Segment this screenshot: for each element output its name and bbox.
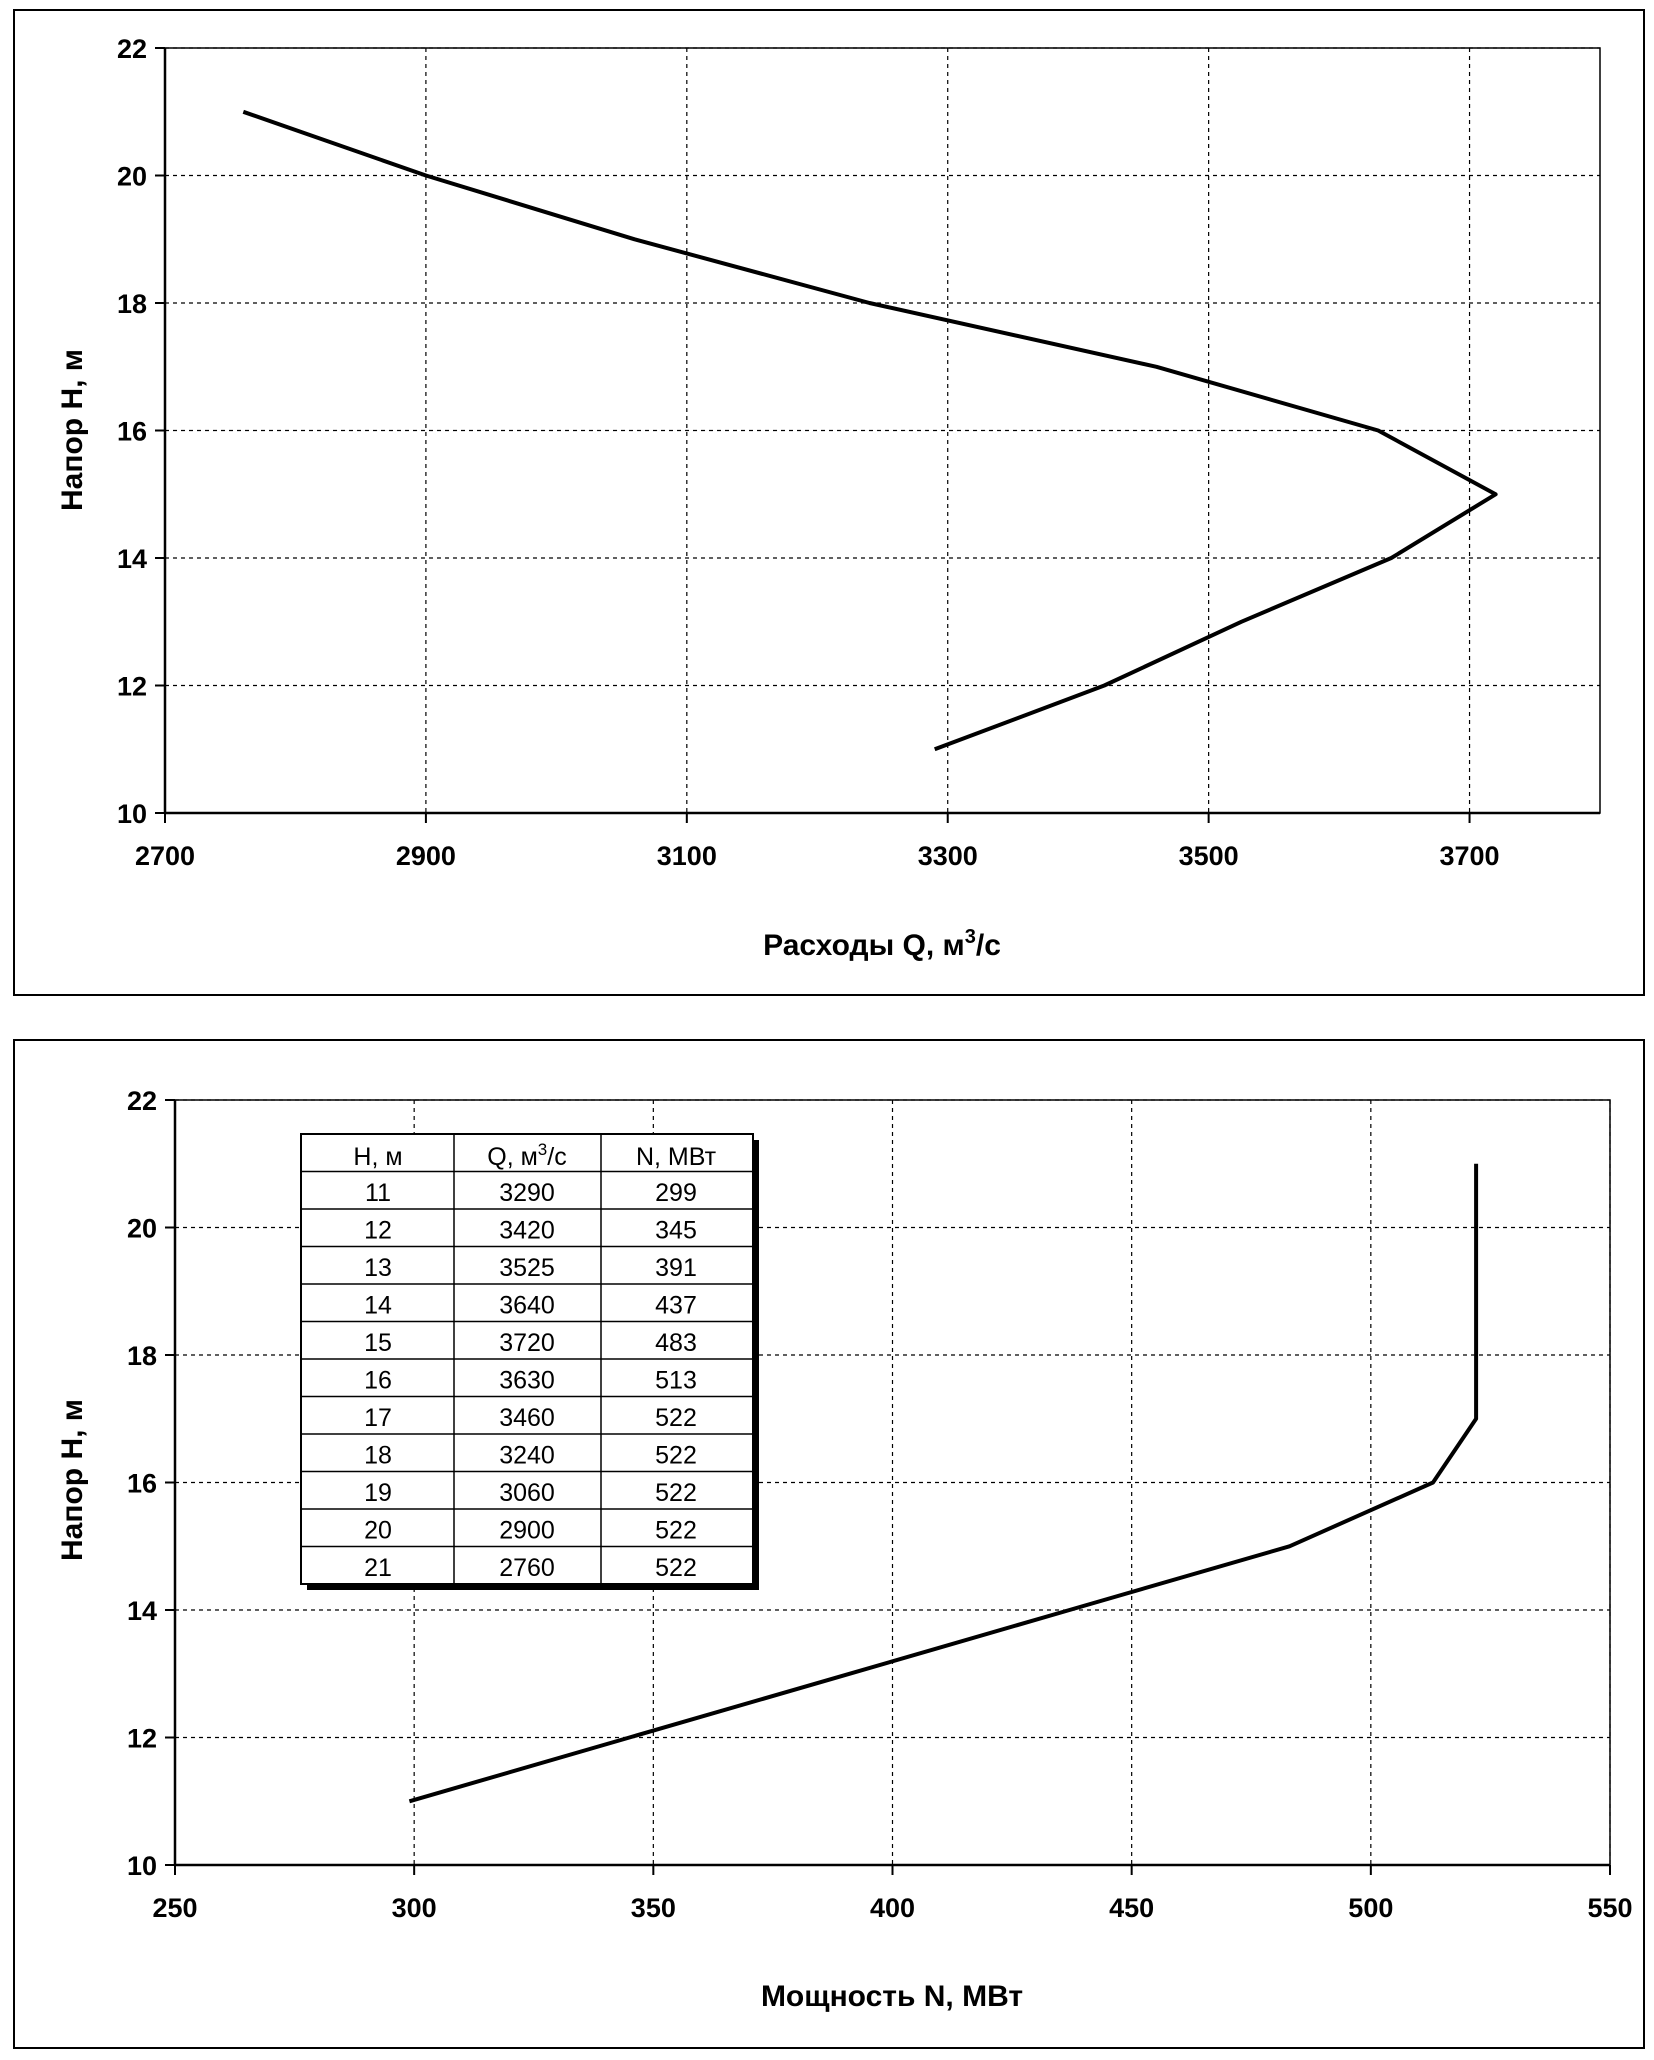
table-cell: 3420 (499, 1216, 555, 1244)
y-tick-label: 10 (117, 799, 147, 829)
table-cell: 513 (655, 1366, 697, 1394)
y-tick-label: 18 (117, 289, 147, 319)
x-axis-title: Расходы Q, м3/с (763, 926, 1001, 962)
y-tick-label: 12 (117, 672, 147, 702)
table-cell: 3060 (499, 1479, 555, 1507)
x-tick-label: 3300 (918, 841, 978, 871)
x-tick-label: 3100 (657, 841, 717, 871)
table-cell: 18 (364, 1441, 392, 1469)
x-tick-label: 3700 (1440, 841, 1500, 871)
y-tick-label: 10 (127, 1851, 157, 1881)
table-cell: 391 (655, 1254, 697, 1282)
y-axis-title: Напор H, м (56, 1399, 89, 1561)
axes (155, 47, 1600, 823)
table-header-n: N, МВт (636, 1143, 717, 1171)
table-cell: 483 (655, 1329, 697, 1357)
gridlines (165, 47, 1600, 813)
data-table: H, м Q, м3/с N, МВт 11 3290 299 12 3420 345 13… (300, 1133, 759, 1590)
table-cell: 3525 (499, 1254, 555, 1282)
x-tick-label: 3500 (1179, 841, 1239, 871)
table-rows: 11 3290 299 12 3420 345 13 3525 391 14 3640 437 15 37… (364, 1179, 697, 1582)
table-cell: 3720 (499, 1329, 555, 1357)
y-tick-label: 20 (117, 162, 147, 192)
axes (165, 1099, 1611, 1875)
table-cell: 3240 (499, 1441, 555, 1469)
y-tick-label: 16 (117, 417, 147, 447)
y-tick-labels: 10 12 14 16 18 20 22 (117, 34, 147, 829)
x-tick-label: 500 (1348, 1893, 1393, 1923)
series (408, 1163, 1479, 1804)
table-cell: 3290 (499, 1179, 555, 1207)
table-grid (301, 1134, 753, 1584)
table-header: H, м Q, м3/с N, МВт (353, 1140, 716, 1171)
y-tick-label: 22 (127, 1086, 157, 1116)
table-cell: 16 (364, 1366, 392, 1394)
table-cell: 3630 (499, 1366, 555, 1394)
x-tick-label: 350 (631, 1893, 676, 1923)
table-cell: 345 (655, 1216, 697, 1244)
table-cell: 12 (364, 1216, 392, 1244)
table-cell: 19 (364, 1479, 392, 1507)
x-axis-title: Мощность N, МВт (761, 1980, 1023, 2013)
table-cell: 522 (655, 1404, 697, 1432)
table-cell: 20 (364, 1516, 392, 1544)
table-cell: 14 (364, 1291, 392, 1319)
chart-flow-vs-head: 2700 2900 3100 3300 3500 3700 10121416182022 … (13, 9, 1645, 996)
table-cell: 522 (655, 1554, 697, 1582)
x-tick-labels: 2700 2900 3100 3300 3500 3700 (135, 841, 1500, 871)
y-tick-label: 14 (117, 544, 147, 574)
x-tick-label: 300 (392, 1893, 437, 1923)
table-cell: 21 (364, 1554, 392, 1582)
gridlines (175, 1099, 1611, 1865)
table-header-q: Q, м3/с (487, 1140, 566, 1171)
x-tick-label: 450 (1109, 1893, 1154, 1923)
y-tick-label: 14 (127, 1596, 157, 1626)
series-line (408, 1163, 1479, 1804)
y-tick-label: 22 (117, 34, 147, 64)
table-cell: 522 (655, 1479, 697, 1507)
table-header-h: H, м (353, 1143, 402, 1171)
table-cell: 3460 (499, 1404, 555, 1432)
table-cell: 437 (655, 1291, 697, 1319)
x-tick-label: 550 (1587, 1893, 1632, 1923)
y-tick-label: 12 (127, 1724, 157, 1754)
y-tick-label: 20 (127, 1214, 157, 1244)
y-tick-labels: 10 12 14 16 18 20 22 (127, 1086, 157, 1881)
table-cell: 522 (655, 1441, 697, 1469)
x-tick-label: 400 (870, 1893, 915, 1923)
table-cell: 13 (364, 1254, 392, 1282)
x-tick-label: 2700 (135, 841, 195, 871)
x-tick-label: 2900 (396, 841, 456, 871)
table-cell: 2900 (499, 1516, 555, 1544)
series (242, 109, 1498, 752)
table-cell: 2760 (499, 1554, 555, 1582)
series-line (242, 109, 1498, 752)
table-cell: 3640 (499, 1291, 555, 1319)
table-cell: 11 (365, 1179, 391, 1207)
y-axis-title: Напор H, м (56, 349, 89, 511)
table-cell: 17 (364, 1404, 392, 1432)
chart-power-vs-head: 250 300 350 400 450 500 550 10 12 14 16 18 20 22 Мощ… (13, 1039, 1645, 2049)
table-cell: 299 (655, 1179, 697, 1207)
table-cell: 15 (364, 1329, 392, 1357)
x-tick-labels: 250 300 350 400 450 500 550 (152, 1893, 1632, 1923)
y-tick-label: 16 (127, 1469, 157, 1499)
x-tick-label: 250 (152, 1893, 197, 1923)
table-cell: 522 (655, 1516, 697, 1544)
y-tick-label: 18 (127, 1341, 157, 1371)
